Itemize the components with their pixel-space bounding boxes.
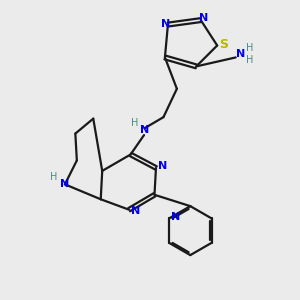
Text: N: N xyxy=(60,179,69,189)
Text: N: N xyxy=(161,19,170,29)
Text: N: N xyxy=(199,13,208,23)
Text: H: H xyxy=(131,118,139,128)
Text: H: H xyxy=(246,43,253,52)
Text: N: N xyxy=(140,125,149,135)
Text: H: H xyxy=(246,55,253,64)
Text: H: H xyxy=(50,172,58,182)
Text: N: N xyxy=(171,212,180,222)
Text: S: S xyxy=(219,38,228,51)
Text: N: N xyxy=(236,49,246,58)
Text: N: N xyxy=(158,160,167,170)
Text: N: N xyxy=(131,206,140,216)
